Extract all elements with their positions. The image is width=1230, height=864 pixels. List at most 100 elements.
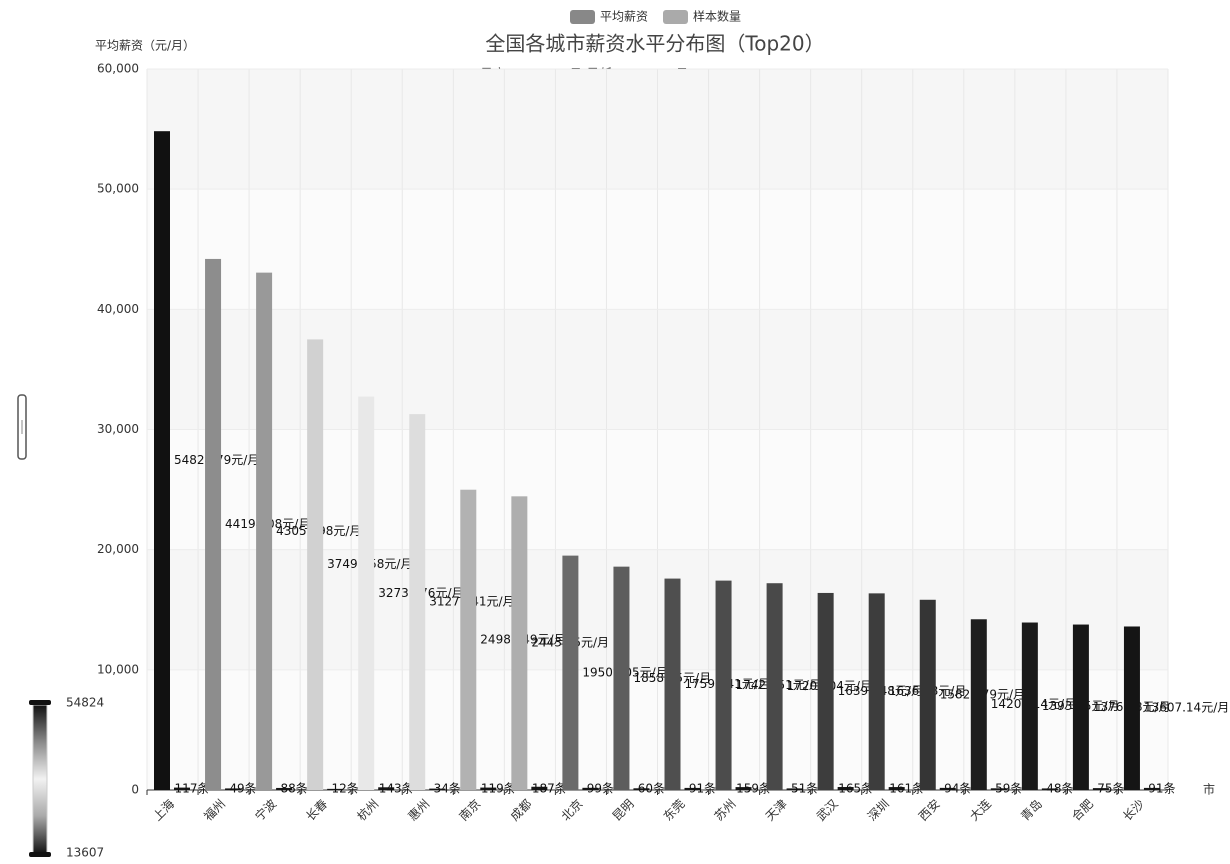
sample-label: 60条 xyxy=(638,782,665,796)
sample-bar xyxy=(990,788,1007,790)
sample-bar xyxy=(480,787,497,790)
x-tick-label: 长沙 xyxy=(1120,797,1147,824)
x-tick-label: 苏州 xyxy=(712,797,739,824)
chart-title: 全国各城市薪资水平分布图（Top20） xyxy=(485,32,824,56)
legend-swatch xyxy=(570,10,595,24)
sample-label: 99条 xyxy=(587,782,614,796)
sample-label: 119条 xyxy=(481,782,516,796)
sample-label: 12条 xyxy=(332,782,359,796)
salary-bar xyxy=(664,578,681,790)
sample-bar xyxy=(888,787,905,790)
x-tick-label: 福州 xyxy=(201,796,229,824)
salary-bar xyxy=(868,593,885,790)
salary-bar xyxy=(1021,622,1038,790)
x-tick-label: 成都 xyxy=(508,797,535,824)
salary-bar xyxy=(460,489,477,790)
salary-label: 13607.14元/月 xyxy=(1144,701,1229,715)
x-tick-label: 东莞 xyxy=(661,797,688,824)
x-tick-label: 西安 xyxy=(915,796,943,824)
sample-label: 59条 xyxy=(995,782,1022,796)
y-tick-label: 10,000 xyxy=(97,662,139,676)
sample-label: 51条 xyxy=(791,782,818,796)
sample-bar xyxy=(1092,788,1109,790)
sample-label: 48条 xyxy=(1046,782,1073,796)
x-tick-label: 杭州 xyxy=(354,796,382,824)
y-tick-label: 40,000 xyxy=(97,302,139,316)
sample-label: 75条 xyxy=(1097,782,1124,796)
x-tick-label: 北京 xyxy=(559,797,586,824)
legend-label: 平均薪资 xyxy=(600,10,648,24)
x-tick-label: 天津 xyxy=(763,797,790,824)
sample-label: 187条 xyxy=(532,782,567,796)
y-tick-label: 30,000 xyxy=(97,422,139,436)
sample-label: 161条 xyxy=(889,782,924,796)
sample-bar xyxy=(1143,787,1160,790)
sample-bar xyxy=(582,787,599,790)
salary-bar xyxy=(817,592,834,790)
y-axis-label: 平均薪资（元/月） xyxy=(95,39,195,53)
visual-map-handle xyxy=(29,700,51,705)
sample-bar xyxy=(327,788,344,790)
sample-label: 91条 xyxy=(1148,782,1175,796)
sample-bar xyxy=(786,788,803,790)
x-tick-label: 合肥 xyxy=(1068,796,1096,824)
y-tick-label: 20,000 xyxy=(97,542,139,556)
salary-bar xyxy=(562,555,579,790)
x-tick-label: 南京 xyxy=(456,796,484,824)
salary-bar xyxy=(256,272,273,791)
x-tick-label: 昆明 xyxy=(610,797,637,824)
visual-map-min: 13607 xyxy=(66,846,104,860)
visual-map-max: 54824 xyxy=(66,696,104,710)
salary-bar xyxy=(205,258,222,791)
salary-bar xyxy=(358,396,375,790)
salary-bar xyxy=(409,414,426,790)
sample-bar xyxy=(735,787,752,790)
x-axis-label: 市 xyxy=(1203,782,1215,797)
sample-bar xyxy=(378,787,395,790)
sample-label: 117条 xyxy=(175,782,210,796)
sample-label: 165条 xyxy=(838,782,873,796)
salary-bar xyxy=(511,496,528,790)
sample-label: 49条 xyxy=(229,782,256,796)
sample-bar xyxy=(531,786,548,790)
x-tick-label: 青岛 xyxy=(1017,796,1045,824)
y-tick-label: 50,000 xyxy=(97,182,139,196)
sample-label: 88条 xyxy=(280,782,307,796)
x-tick-label: 长春 xyxy=(303,797,330,824)
salary-bar xyxy=(307,339,324,790)
salary-bar xyxy=(154,131,170,790)
x-tick-label: 惠州 xyxy=(405,797,432,824)
salary-bar xyxy=(919,599,936,790)
sample-label: 91条 xyxy=(689,782,716,796)
salary-bar xyxy=(1072,624,1089,790)
x-tick-label: 武汉 xyxy=(814,797,841,824)
visual-map-bar xyxy=(32,704,48,854)
salary-bar xyxy=(766,583,783,790)
x-tick-label: 上海 xyxy=(150,796,178,824)
salary-bar xyxy=(715,580,732,790)
y-tick-label: 60,000 xyxy=(97,62,139,76)
legend-swatch xyxy=(663,10,688,24)
x-tick-label: 宁波 xyxy=(252,796,280,824)
visual-map-handle xyxy=(29,852,51,857)
data-zoom-handle[interactable] xyxy=(17,394,27,460)
sample-bar xyxy=(429,788,446,790)
x-tick-label: 深圳 xyxy=(865,797,892,824)
salary-bar xyxy=(1123,626,1140,790)
sample-label: 143条 xyxy=(379,782,414,796)
sample-bar xyxy=(684,787,701,790)
sample-label: 94条 xyxy=(944,782,971,796)
sample-bar xyxy=(174,787,190,790)
sample-bar xyxy=(276,787,293,790)
sample-bar xyxy=(1041,788,1058,790)
salary-bar xyxy=(970,619,987,790)
sample-bar xyxy=(225,788,242,790)
sample-label: 159条 xyxy=(736,782,771,796)
salary-bar xyxy=(613,566,630,790)
sample-bar xyxy=(633,788,650,790)
legend-label: 样本数量 xyxy=(693,9,741,24)
sample-bar xyxy=(939,787,956,790)
y-tick-label: 0 xyxy=(131,783,139,797)
sample-label: 34条 xyxy=(434,782,461,796)
